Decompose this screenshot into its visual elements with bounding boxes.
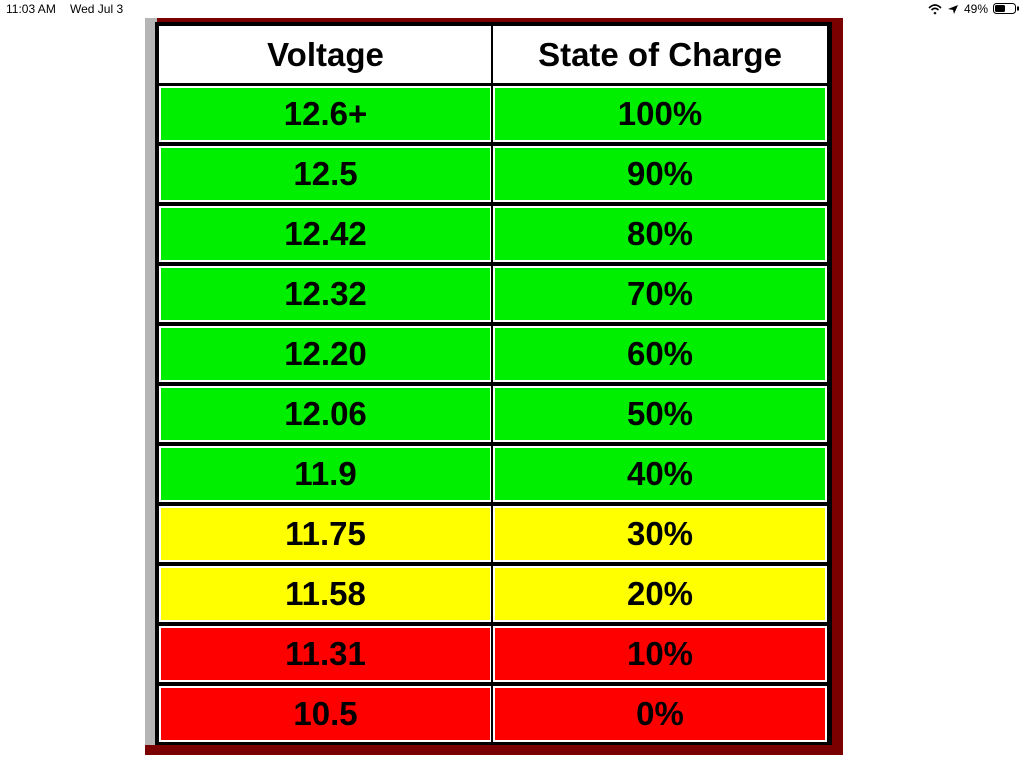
table-cell: 12.20	[157, 324, 494, 384]
voltage-table: Voltage State of Charge 12.6+ 100% 12.5 90% 12…	[155, 22, 832, 745]
status-icons	[928, 4, 958, 15]
table-cell: 12.5	[157, 144, 494, 204]
table-cell: 12.6+	[157, 84, 494, 144]
table-cell: 50%	[491, 384, 829, 444]
table-cell: 11.58	[157, 564, 494, 624]
table-cell: 20%	[491, 564, 829, 624]
table-cell: 40%	[491, 444, 829, 504]
battery-icon	[993, 3, 1019, 14]
table-cell: 80%	[491, 204, 829, 264]
table-cell: 12.42	[157, 204, 494, 264]
table-cell: 11.31	[157, 624, 494, 684]
table-cell: 100%	[491, 84, 829, 144]
status-time: 11:03 AM	[6, 2, 56, 16]
table-cell: 70%	[491, 264, 829, 324]
table-cell: 11.75	[157, 504, 494, 564]
table-cell: 11.9	[157, 444, 494, 504]
table-cell: 12.32	[157, 264, 494, 324]
table-cell: 30%	[491, 504, 829, 564]
table-cell: 10.5	[157, 684, 494, 744]
table-cell: 10%	[491, 624, 829, 684]
table-cell: 12.06	[157, 384, 494, 444]
table-edge	[145, 18, 157, 745]
header-cell: Voltage	[157, 24, 494, 85]
status-date: Wed Jul 3	[70, 2, 124, 16]
header-cell: State of Charge	[491, 24, 829, 85]
status-battery-text: 49%	[964, 2, 989, 16]
table-cell: 60%	[491, 324, 829, 384]
table-cell: 0%	[491, 684, 829, 744]
table-cell: 90%	[491, 144, 829, 204]
